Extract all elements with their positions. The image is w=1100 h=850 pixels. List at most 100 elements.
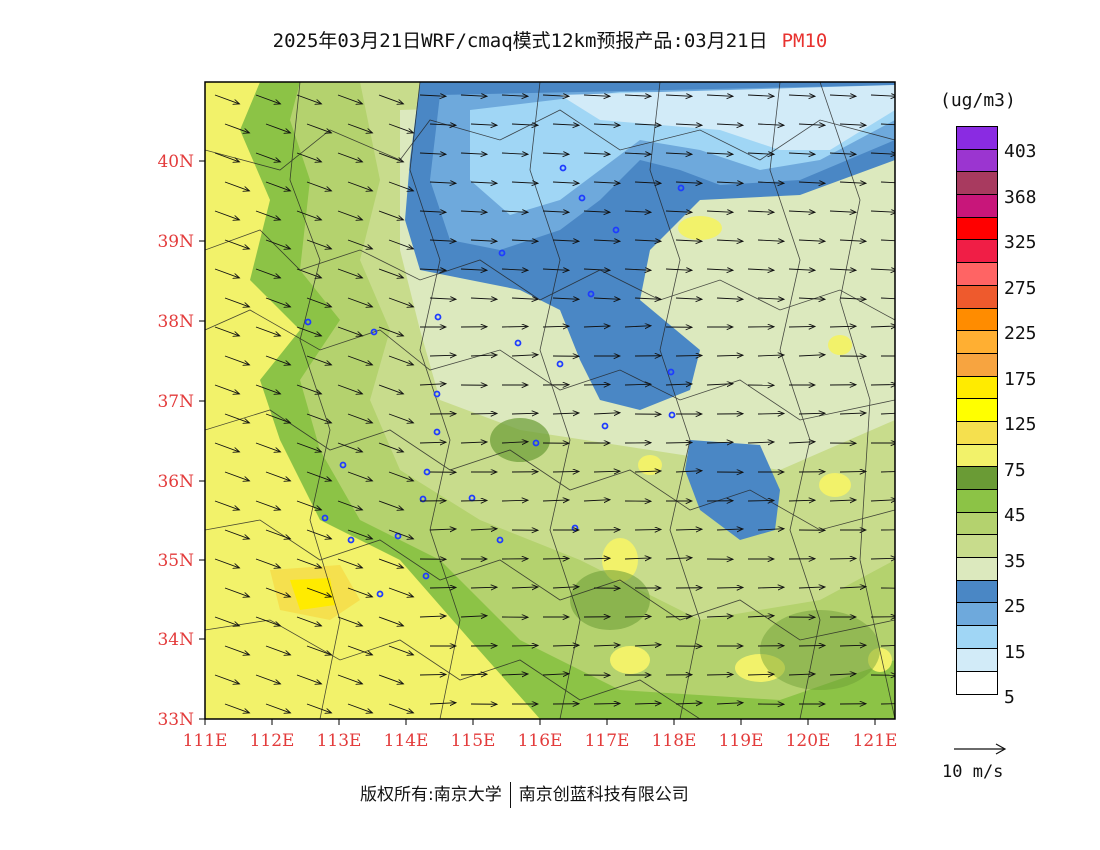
wind-vector bbox=[716, 587, 743, 588]
wind-vector bbox=[788, 269, 815, 270]
wind-vector bbox=[788, 211, 815, 212]
wind-vector bbox=[665, 153, 692, 154]
wind-vector bbox=[337, 268, 362, 278]
wind-vector bbox=[470, 240, 497, 241]
wind-vector bbox=[788, 442, 815, 443]
legend-swatch bbox=[957, 353, 997, 377]
wind-vector bbox=[419, 442, 446, 443]
wind-vector bbox=[214, 442, 239, 452]
wind-vector bbox=[788, 153, 815, 154]
wind-vector bbox=[829, 95, 856, 96]
wind-vector bbox=[378, 94, 403, 104]
wind-vector bbox=[880, 471, 895, 473]
wind-vector bbox=[501, 674, 528, 675]
wind-vector bbox=[306, 529, 331, 539]
wind-vector bbox=[716, 240, 743, 241]
wind-vector bbox=[306, 587, 331, 597]
wind-vector bbox=[552, 182, 579, 183]
wind-vector bbox=[429, 240, 456, 241]
wind-vector bbox=[624, 211, 651, 212]
wind-vector bbox=[296, 558, 321, 568]
wind-vector bbox=[460, 153, 487, 154]
lon-label: 121E bbox=[853, 731, 898, 751]
wind-vector bbox=[880, 644, 895, 647]
wind-vector bbox=[296, 616, 321, 626]
legend-label: 5 bbox=[1004, 687, 1015, 708]
legend-swatch bbox=[957, 626, 997, 649]
wind-vector bbox=[624, 95, 651, 96]
wind-vector bbox=[542, 153, 569, 154]
wind-vector bbox=[265, 297, 290, 307]
legend-label: 45 bbox=[1004, 505, 1026, 526]
wind-vector bbox=[511, 413, 538, 414]
wind-vector bbox=[265, 703, 290, 713]
lat-label: 36N bbox=[157, 472, 194, 492]
wind-vector bbox=[552, 587, 579, 588]
wind-vector bbox=[388, 413, 413, 423]
wind-vector bbox=[224, 181, 249, 191]
wind-vector bbox=[624, 558, 651, 559]
wind-vector bbox=[870, 269, 895, 270]
wind-vector bbox=[593, 645, 620, 646]
wind-vector bbox=[593, 182, 620, 183]
wind-vector bbox=[511, 298, 538, 299]
wind-vector bbox=[788, 674, 815, 675]
wind-vector bbox=[593, 298, 620, 299]
wind-vector bbox=[665, 269, 692, 270]
wind-vector bbox=[378, 210, 403, 220]
wind-vector bbox=[501, 211, 528, 212]
wind-vector bbox=[747, 442, 774, 443]
legend-label: 225 bbox=[1004, 323, 1037, 344]
wind-vector bbox=[788, 500, 815, 501]
wind-vector bbox=[296, 268, 321, 278]
wind-vector bbox=[798, 182, 825, 183]
wind-vector bbox=[388, 587, 413, 597]
wind-vector bbox=[347, 297, 372, 307]
wind-vector bbox=[429, 124, 456, 125]
wind-vector bbox=[255, 616, 280, 626]
wind-vector bbox=[296, 674, 321, 684]
wind-vector bbox=[665, 95, 692, 96]
wind-vector bbox=[306, 471, 331, 481]
wind-vector bbox=[296, 442, 321, 452]
wind-vector bbox=[716, 703, 743, 704]
wind-vector bbox=[255, 500, 280, 510]
wind-vector bbox=[306, 413, 331, 423]
wind-vector bbox=[265, 239, 290, 249]
legend-swatch bbox=[957, 648, 997, 672]
legend-swatch bbox=[957, 399, 997, 422]
wind-vector bbox=[839, 240, 866, 241]
wind-vector bbox=[214, 674, 239, 684]
wind-vector bbox=[675, 240, 702, 241]
wind-vector bbox=[757, 355, 784, 356]
wind-vector bbox=[880, 239, 895, 242]
wind-vector bbox=[214, 268, 239, 278]
wind-vector bbox=[593, 124, 620, 125]
wind-vector bbox=[255, 326, 280, 336]
title-main: 2025年03月21日WRF/cmaq模式12km预报产品:03月21日 bbox=[272, 30, 768, 52]
wind-vector bbox=[798, 645, 825, 646]
wind-vector bbox=[757, 182, 784, 183]
legend-swatch bbox=[957, 512, 997, 536]
wind-vector bbox=[214, 616, 239, 626]
wind-vector bbox=[347, 123, 372, 133]
wind-vector bbox=[255, 268, 280, 278]
legend-swatch bbox=[957, 308, 997, 332]
wind-vector bbox=[419, 674, 446, 675]
wind-vector bbox=[593, 703, 620, 704]
wind-vector bbox=[624, 326, 651, 327]
wind-vector bbox=[501, 326, 528, 327]
chart-title: 2025年03月21日WRF/cmaq模式12km预报产品:03月21日 PM10 bbox=[0, 26, 1100, 53]
wind-vector bbox=[839, 471, 866, 472]
wind-vector bbox=[296, 94, 321, 104]
lat-label: 35N bbox=[157, 551, 194, 571]
wind-vector bbox=[224, 239, 249, 249]
wind-vector bbox=[880, 703, 895, 705]
wind-vector bbox=[460, 211, 487, 212]
wind-vector bbox=[675, 703, 702, 704]
wind-vector bbox=[798, 298, 825, 299]
lon-label: 114E bbox=[384, 731, 429, 751]
wind-vector bbox=[675, 471, 702, 472]
wind-vector bbox=[214, 500, 239, 510]
lat-label: 34N bbox=[157, 630, 194, 650]
